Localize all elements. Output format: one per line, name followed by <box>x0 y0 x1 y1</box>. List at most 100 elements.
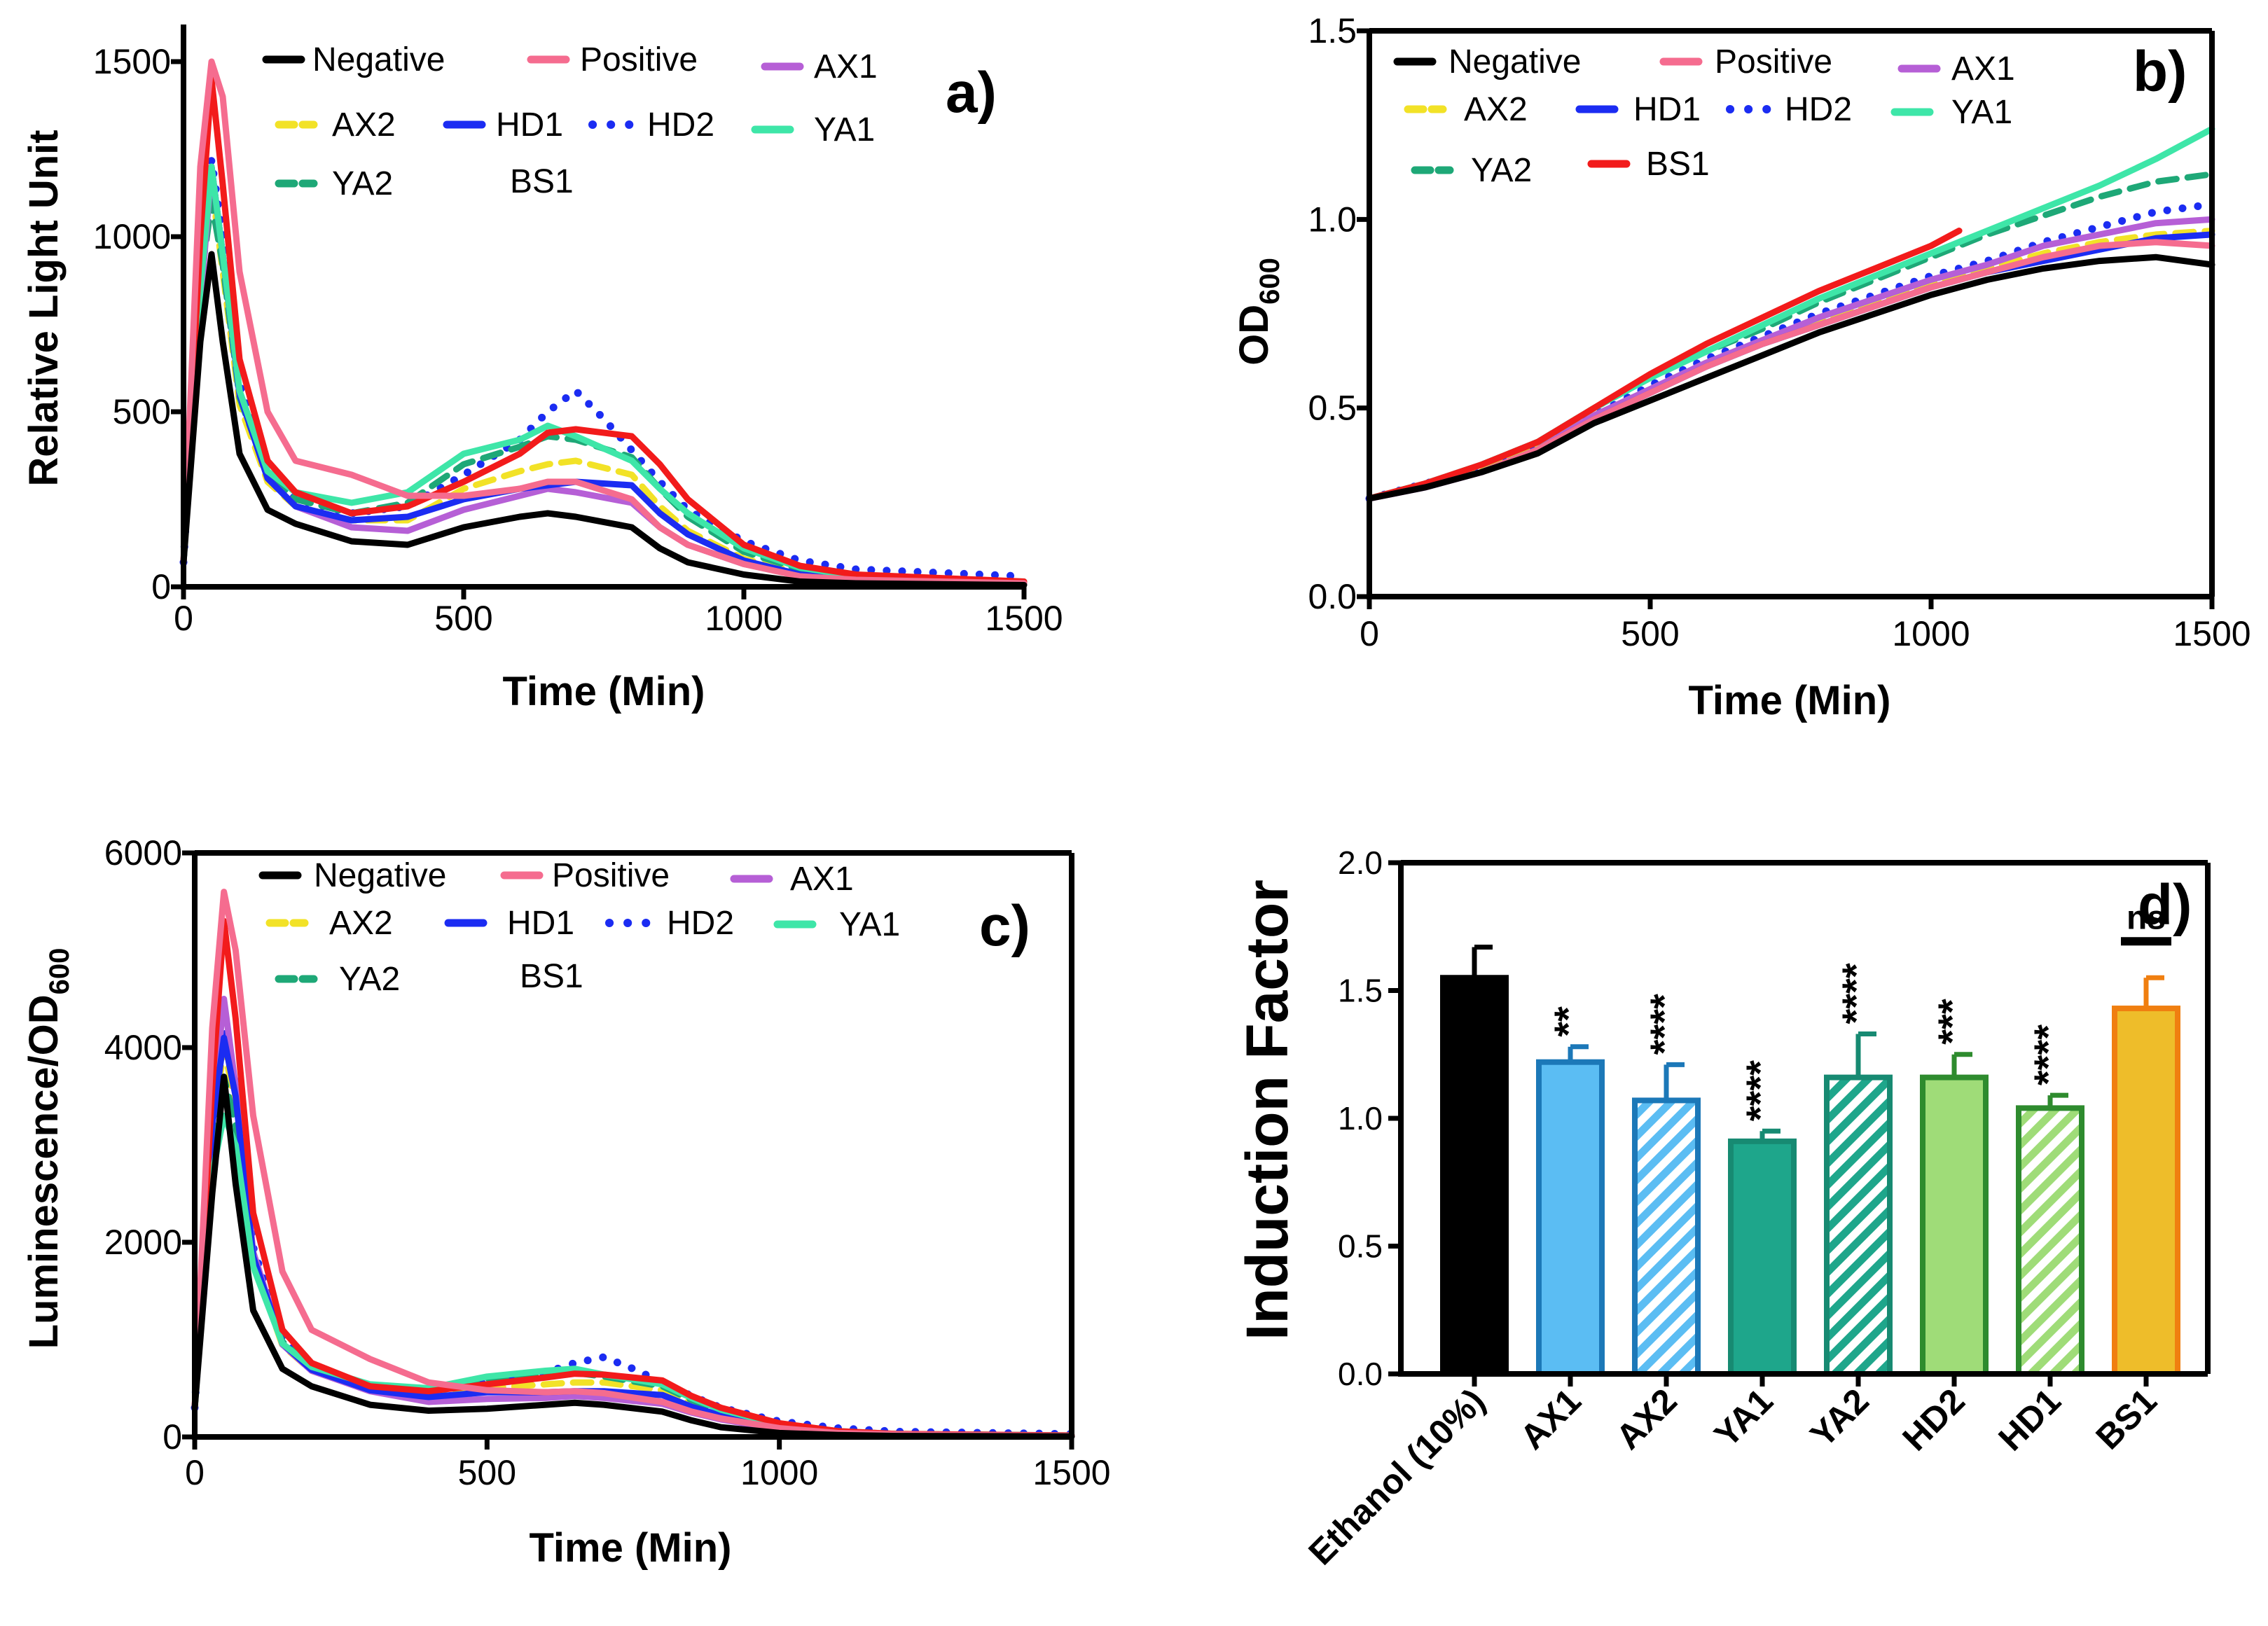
legend-item: YA2 <box>1411 152 1532 189</box>
legend-label: HD2 <box>667 905 734 942</box>
legend-item: Negative <box>1393 43 1581 81</box>
series-line-positive <box>180 58 1028 587</box>
legend-label: YA2 <box>1471 152 1532 189</box>
category-label: HD1 <box>1991 1381 2068 1458</box>
legend-item: HD2 <box>1726 91 1852 128</box>
bar-hd2 <box>1920 1074 1989 1377</box>
legend-label: YA1 <box>1951 94 2012 131</box>
series-line-bs1 <box>180 76 1028 585</box>
legend-item: AX2 <box>265 905 393 942</box>
significance-label: **** <box>1642 994 1686 1055</box>
legend-item: HD1 <box>443 106 563 144</box>
y-tick-label: 0 <box>163 1417 182 1457</box>
category-label: YA2 <box>1803 1381 1876 1454</box>
legend-label: AX2 <box>329 905 393 942</box>
panel-d-plot: ** ************ *******ns <box>1440 899 2180 1377</box>
panel-c-ticks: 0 500 1000 1500 0 2000 4000 6000 <box>104 833 1111 1492</box>
legend-item: Positive <box>527 41 698 78</box>
legend-label: YA2 <box>332 165 393 202</box>
category-label: AX1 <box>1512 1381 1588 1457</box>
legend-item: HD1 <box>1575 91 1701 128</box>
legend-label: BS1 <box>510 163 574 200</box>
legend-item: AX1 <box>1897 50 2015 88</box>
y-tick-label: 0.0 <box>1338 1356 1383 1392</box>
y-tick-label: 6000 <box>104 833 182 873</box>
panel-d: ** ************ *******ns Ethanol (10%) AX1… <box>1234 845 2211 1573</box>
bar-ya2 <box>1824 1074 1893 1377</box>
significance-label: **** <box>2026 1024 2070 1085</box>
panel-a: 0 500 1000 1500 0 500 1000 1500 Relative Light … <box>21 25 1063 714</box>
legend-item: AX2 <box>275 106 396 144</box>
bar-ethanol-10 <box>1440 975 1509 1377</box>
legend-item: AX2 <box>1404 91 1528 128</box>
category-label: YA1 <box>1707 1381 1780 1454</box>
significance-label: *** <box>1930 999 1974 1045</box>
legend-item: BS1 <box>520 958 583 995</box>
category-label: BS1 <box>2088 1381 2164 1457</box>
x-tick-label: 0 <box>1360 614 1379 653</box>
x-tick-label: 1000 <box>705 599 782 638</box>
significance-label: **** <box>1834 963 1878 1024</box>
legend-label: HD1 <box>507 905 574 942</box>
legend-label: HD2 <box>1785 91 1852 128</box>
series-line-negative <box>180 251 1028 588</box>
panel-b: 0 500 1000 1500 0.0 0.5 1.0 1.5 OD600 Time (Min… <box>1231 11 2251 723</box>
legend-label: AX1 <box>814 48 878 85</box>
category-label: Ethanol (10%) <box>1301 1381 1492 1572</box>
category-label: AX2 <box>1608 1381 1684 1457</box>
panel-c-plot <box>191 889 1076 1440</box>
legend-label: Positive <box>1715 43 1832 81</box>
y-tick-label: 0 <box>151 567 171 606</box>
legend-label: HD1 <box>1633 91 1701 128</box>
x-tick-label: 1500 <box>985 599 1063 638</box>
panel-a-ylabel: Relative Light Unit <box>21 130 67 486</box>
significance-label: ns <box>2127 899 2166 936</box>
legend-item: Positive <box>1659 43 1832 81</box>
legend-item: BS1 <box>1587 146 1710 183</box>
y-tick-label: 1000 <box>93 217 171 256</box>
legend-item: HD2 <box>588 106 714 144</box>
y-tick-label: 1500 <box>93 42 171 81</box>
panel-c-legend: Negative Positive AX1 AX2 HD1 HD2 YA1 YA… <box>258 857 900 998</box>
x-tick-label: 0 <box>174 599 193 638</box>
panel-a-label: a) <box>946 61 997 125</box>
legend-item: YA2 <box>275 961 400 998</box>
series-line-bs1 <box>1366 228 1963 502</box>
bar-ax2 <box>1632 1097 1701 1377</box>
panel-c-xlabel: Time (Min) <box>530 1525 732 1571</box>
legend-label: YA1 <box>814 111 875 148</box>
panel-a-xlabel: Time (Min) <box>503 669 705 714</box>
legend-item: AX1 <box>761 48 878 85</box>
bar-ya1 <box>1728 1138 1797 1377</box>
series-line-positive <box>191 889 1075 1440</box>
legend-label: Negative <box>314 857 446 894</box>
legend-item: HD2 <box>605 905 734 942</box>
panel-b-xlabel: Time (Min) <box>1689 678 1891 723</box>
panel-c-label: c) <box>979 894 1030 958</box>
legend-label: YA1 <box>839 906 900 943</box>
legend-item: BS1 <box>510 163 574 200</box>
y-tick-label: 2000 <box>104 1223 182 1262</box>
x-tick-label: 500 <box>1621 614 1679 653</box>
panel-a-plot <box>179 58 1028 588</box>
legend-label: BS1 <box>1646 146 1710 183</box>
y-tick-label: 2.0 <box>1338 845 1383 881</box>
x-tick-label: 500 <box>458 1453 516 1492</box>
legend-item: YA2 <box>275 165 393 202</box>
bar-bs1 <box>2112 1006 2180 1377</box>
legend-label: Negative <box>1448 43 1581 81</box>
panel-c-ylabel: Luminescence/OD600 <box>21 948 75 1349</box>
legend-item: YA1 <box>1890 94 2012 131</box>
panel-b-ylabel: OD600 <box>1231 258 1285 366</box>
panel-b-ticks: 0 500 1000 1500 0.0 0.5 1.0 1.5 <box>1308 11 2250 653</box>
panel-d-ylabel: Induction Factor <box>1234 880 1300 1340</box>
y-tick-label: 500 <box>113 392 171 431</box>
series-line-ya1 <box>180 163 1028 585</box>
legend-label: AX1 <box>1951 50 2015 88</box>
legend-item: AX1 <box>730 861 854 898</box>
series-line-negative <box>191 1073 1075 1440</box>
panel-b-plot <box>1365 125 2216 503</box>
legend-label: Positive <box>580 41 698 78</box>
y-tick-label: 1.5 <box>1338 973 1383 1009</box>
bar-hd1 <box>2016 1105 2084 1377</box>
